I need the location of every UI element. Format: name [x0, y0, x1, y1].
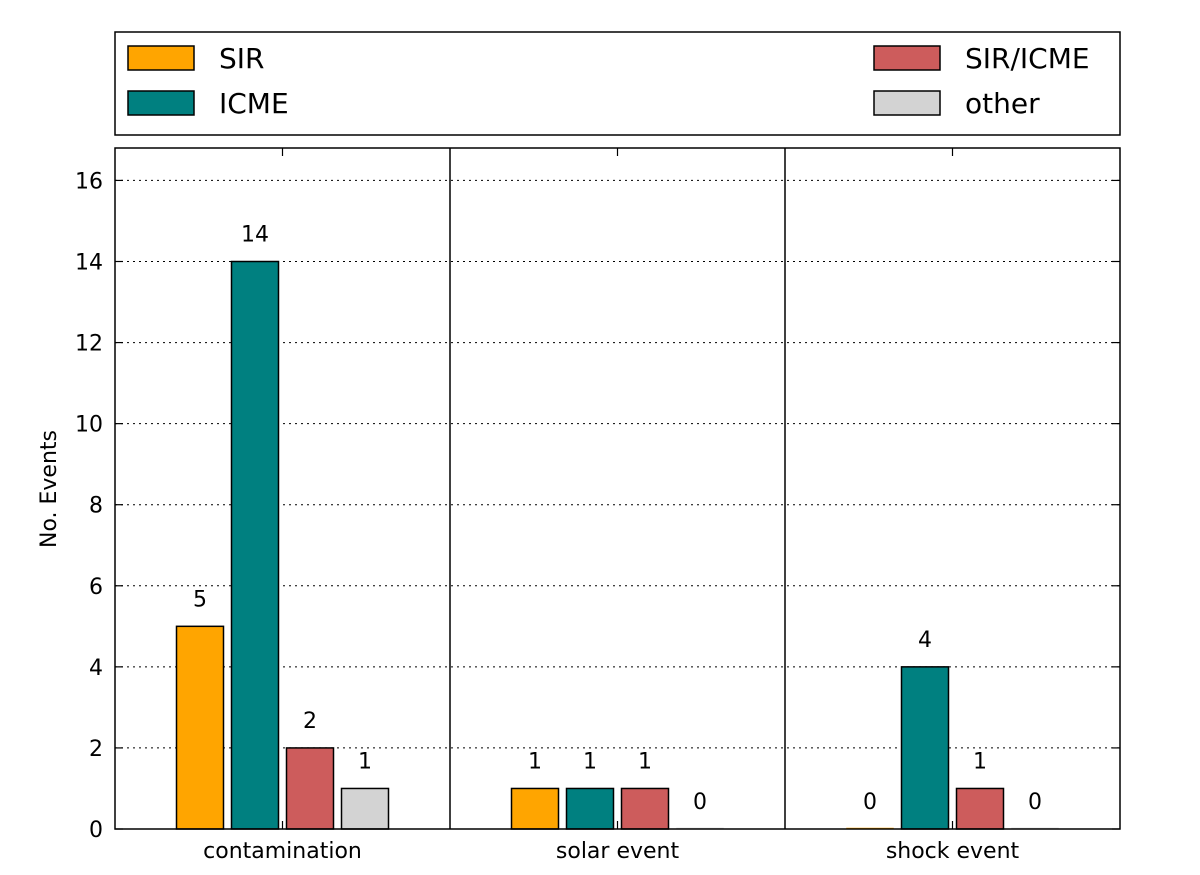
y-tick-label: 8: [89, 494, 103, 519]
bar-sir-solar-event: [510, 787, 560, 830]
legend-label-sir: SIR: [219, 42, 265, 75]
bar-icme-shock-event: [900, 666, 950, 830]
bar-sir-icme-contamination: [285, 747, 335, 830]
legend-label-other: other: [965, 87, 1040, 120]
data-label-icme-contamination: 14: [241, 223, 269, 248]
y-tick-label: 16: [75, 169, 103, 194]
data-label-sir-solar-event: 1: [528, 749, 542, 774]
legend-swatch-sir-icme: [873, 45, 941, 71]
legend-swatch-other: [873, 90, 941, 116]
data-label-other-contamination: 1: [358, 749, 372, 774]
y-tick-label: 12: [75, 332, 103, 357]
legend-frame: [114, 31, 1121, 136]
category-label-shock-event: shock event: [886, 839, 1020, 864]
data-label-icme-shock-event: 4: [918, 628, 932, 653]
y-tick-label: 14: [75, 251, 103, 276]
y-tick-label: 0: [89, 818, 103, 843]
data-label-other-shock-event: 0: [1028, 790, 1042, 815]
bar-sir-icme-solar-event: [620, 787, 670, 830]
legend-label-sir-icme: SIR/ICME: [965, 42, 1090, 75]
y-axis-title: No. Events: [37, 430, 62, 548]
legend-swatch-icme: [127, 90, 195, 116]
y-tick-label: 4: [89, 656, 103, 681]
data-label-sir-shock-event: 0: [863, 790, 877, 815]
bar-sir-icme-shock-event: [955, 787, 1005, 830]
data-label-sir-icme-solar-event: 1: [638, 749, 652, 774]
y-tick-label: 2: [89, 737, 103, 762]
legend: SIR ICME SIR/ICME other: [114, 31, 1121, 136]
legend-label-icme: ICME: [219, 87, 289, 120]
bar-other-contamination: [340, 787, 390, 830]
data-label-sir-contamination: 5: [193, 587, 207, 612]
y-tick-label: 6: [89, 575, 103, 600]
y-tick-label: 10: [75, 413, 103, 438]
data-label-sir-icme-shock-event: 1: [973, 749, 987, 774]
data-label-other-solar-event: 0: [693, 790, 707, 815]
data-label-sir-icme-contamination: 2: [303, 709, 317, 734]
category-label-contamination: contamination: [203, 839, 362, 864]
legend-swatch-sir: [127, 45, 195, 71]
data-label-icme-solar-event: 1: [583, 749, 597, 774]
bar-icme-solar-event: [565, 787, 615, 830]
bar-sir-contamination: [175, 625, 225, 830]
bar-icme-contamination: [230, 260, 280, 830]
category-label-solar-event: solar event: [556, 839, 680, 864]
